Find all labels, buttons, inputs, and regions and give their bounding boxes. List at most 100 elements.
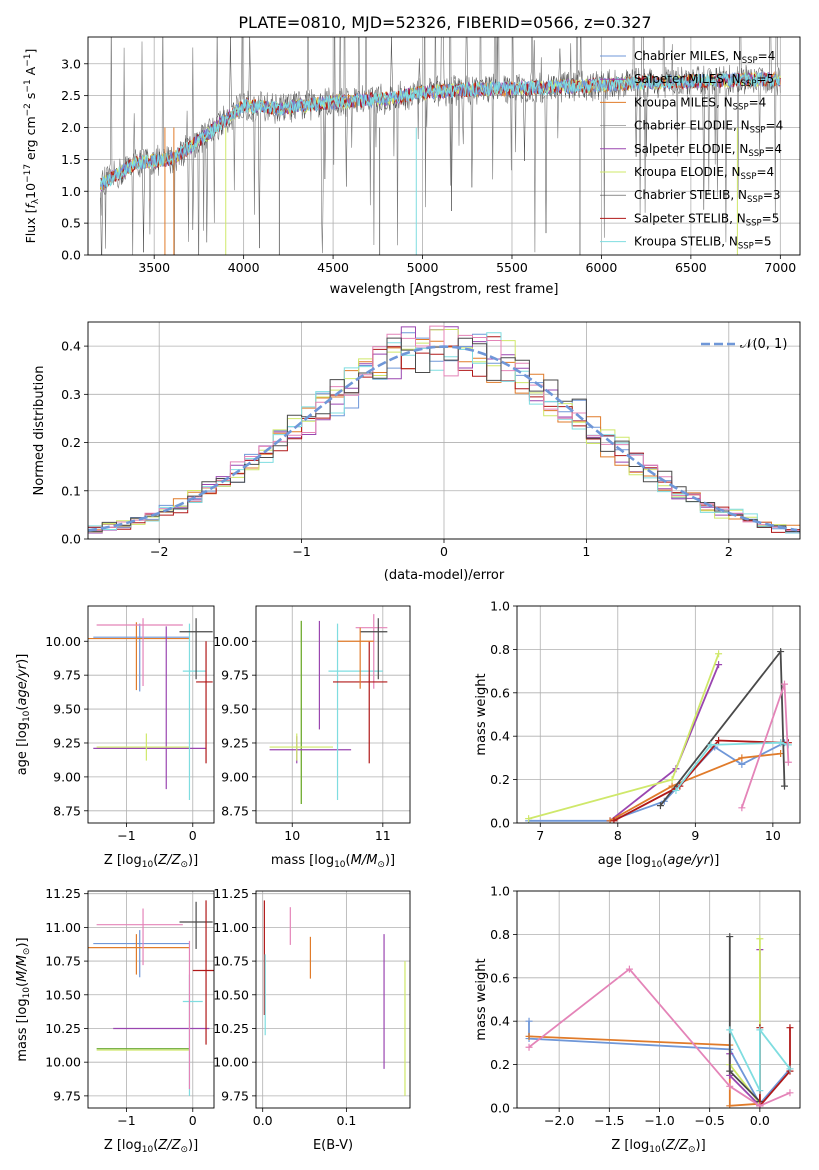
y-tick-label: 11.00 <box>213 920 249 935</box>
x-axis-label: age [log10(age/yr)] <box>598 853 720 870</box>
weight-marker <box>786 1089 794 1097</box>
weight-marker <box>780 680 788 688</box>
x-axis-label: wavelength [Angstrom, rest frame] <box>330 282 559 297</box>
legend-text: Chabrier MILES, N <box>634 49 742 63</box>
y-tick-label: 0.6 <box>490 970 510 985</box>
spectrum-panel: 3500 4000 4500 5000 5500 6000 6500 7000 0.0 0.5 1.… <box>23 36 801 297</box>
legend-suffix: =3 <box>763 188 781 202</box>
errorbar-point <box>179 901 213 949</box>
label-part: 10 <box>649 1145 661 1155</box>
legend-text: Kroupa ELODIE, N <box>634 165 741 179</box>
x-axis-label: mass [log10(M/M⊙)] <box>271 853 395 870</box>
y-tick-label: 2.5 <box>61 88 81 103</box>
weight-series <box>726 1026 794 1095</box>
plot-area <box>88 618 213 800</box>
y-tick-label: 0.0 <box>61 248 81 263</box>
y-tick-label: 0.1 <box>61 483 81 498</box>
x-tick-label: 1 <box>582 544 590 559</box>
x-axis-label: (data-model)/error <box>384 568 505 583</box>
y-tick-label: 0.8 <box>490 642 510 657</box>
y-tick-label: 1.0 <box>490 599 510 614</box>
legend-sub: SSP <box>738 242 754 252</box>
legend-text: Salpeter STELIB, N <box>634 211 746 225</box>
errorbar-point <box>182 623 207 800</box>
weight-marker <box>738 754 746 762</box>
label-part: 10 <box>334 860 346 870</box>
x-tick-label: 8 <box>614 828 622 843</box>
label-part: ⊙ <box>180 1145 188 1155</box>
x-tick-label: 6500 <box>675 260 707 275</box>
x-tick-label: 0 <box>440 544 448 559</box>
weight-series <box>738 680 792 812</box>
model-chabrier-stelib <box>100 37 781 255</box>
label-part: mass weight <box>474 958 489 1040</box>
y-tick-label: 0.0 <box>490 1101 510 1116</box>
weight-marker <box>756 1087 764 1095</box>
weight-marker <box>780 782 788 790</box>
label-part: ( <box>662 853 667 868</box>
errorbar-point <box>88 622 190 691</box>
label-part: )] <box>15 937 30 947</box>
label-part: erg cm <box>23 116 38 164</box>
label-part: wavelength [Angstrom, rest frame] <box>330 282 559 297</box>
weight-series <box>525 739 788 823</box>
errorbar-point <box>328 623 383 800</box>
legend-suffix: =4 <box>749 95 767 109</box>
errorbar-point <box>93 623 190 692</box>
weight-line <box>528 1035 760 1107</box>
label-part: ⊙ <box>22 948 32 956</box>
label-part: )] <box>188 853 198 868</box>
axes-frame <box>87 890 215 1109</box>
label-part: ⊙ <box>688 1145 696 1155</box>
label-part: )] <box>709 853 719 868</box>
ebv-mass-panel: 0.0 0.1 9.75 10.00 10.25 10.50 10.75 11.00 11.25… <box>213 886 411 1153</box>
errorbar-point <box>93 930 190 978</box>
label-part: ] <box>23 49 38 54</box>
y-tick-label: 0.2 <box>61 435 81 450</box>
weight-marker <box>777 648 785 656</box>
plot-area <box>88 325 800 534</box>
y-tick-label: 3.0 <box>61 56 81 71</box>
label-part: ( <box>153 853 158 868</box>
x-tick-label: 10 <box>765 828 781 843</box>
y-axis-label: Flux [fλ10−17 erg cm−2 s−1 A−1] <box>23 49 41 244</box>
label-part: M/M <box>351 853 378 868</box>
label-part: mass weight <box>474 673 489 755</box>
x-tick-label: 2 <box>725 544 733 559</box>
y-tick-label: 0.4 <box>490 1014 510 1029</box>
label-part: age/yr <box>667 853 710 868</box>
weight-marker <box>672 786 680 794</box>
x-tick-label: −1 <box>117 1113 135 1128</box>
legend-label: 𝒩(0, 1) <box>740 337 787 352</box>
weight-marker <box>786 1024 794 1032</box>
label-part: 10 <box>22 987 32 999</box>
weight-series <box>656 648 788 810</box>
weight-marker <box>525 1032 533 1040</box>
y-tick-label: 0.2 <box>490 772 510 787</box>
x-tick-label: 4500 <box>317 260 349 275</box>
legend-sub: SSP <box>733 102 749 112</box>
weight-marker <box>738 760 746 768</box>
x-tick-label: 0.1 <box>336 1113 356 1128</box>
y-tick-label: 10.00 <box>45 1055 81 1070</box>
x-tick-label: 0.0 <box>750 1113 770 1128</box>
y-tick-label: 0.0 <box>490 816 510 831</box>
y-tick-label: 0.6 <box>490 685 510 700</box>
y-tick-label: 10.00 <box>45 634 81 649</box>
label-part: Z/Z <box>157 853 181 868</box>
legend-sub: SSP <box>746 218 762 228</box>
label-part: )] <box>188 1138 198 1153</box>
y-tick-label: 9.00 <box>53 769 81 784</box>
label-part: ⊙ <box>180 860 188 870</box>
weight-marker <box>625 965 633 973</box>
weight-line <box>609 664 720 822</box>
y-tick-label: 8.75 <box>221 803 249 818</box>
x-tick-label: 0 <box>189 1113 197 1128</box>
errorbar-point <box>360 618 388 680</box>
weight-marker <box>756 1026 764 1034</box>
x-tick-label: −2.0 <box>544 1113 574 1128</box>
x-tick-label: −1.0 <box>644 1113 674 1128</box>
model-kroupa-stelib <box>100 71 781 189</box>
normal-curve <box>88 345 798 532</box>
label-part: age/yr <box>15 662 30 705</box>
